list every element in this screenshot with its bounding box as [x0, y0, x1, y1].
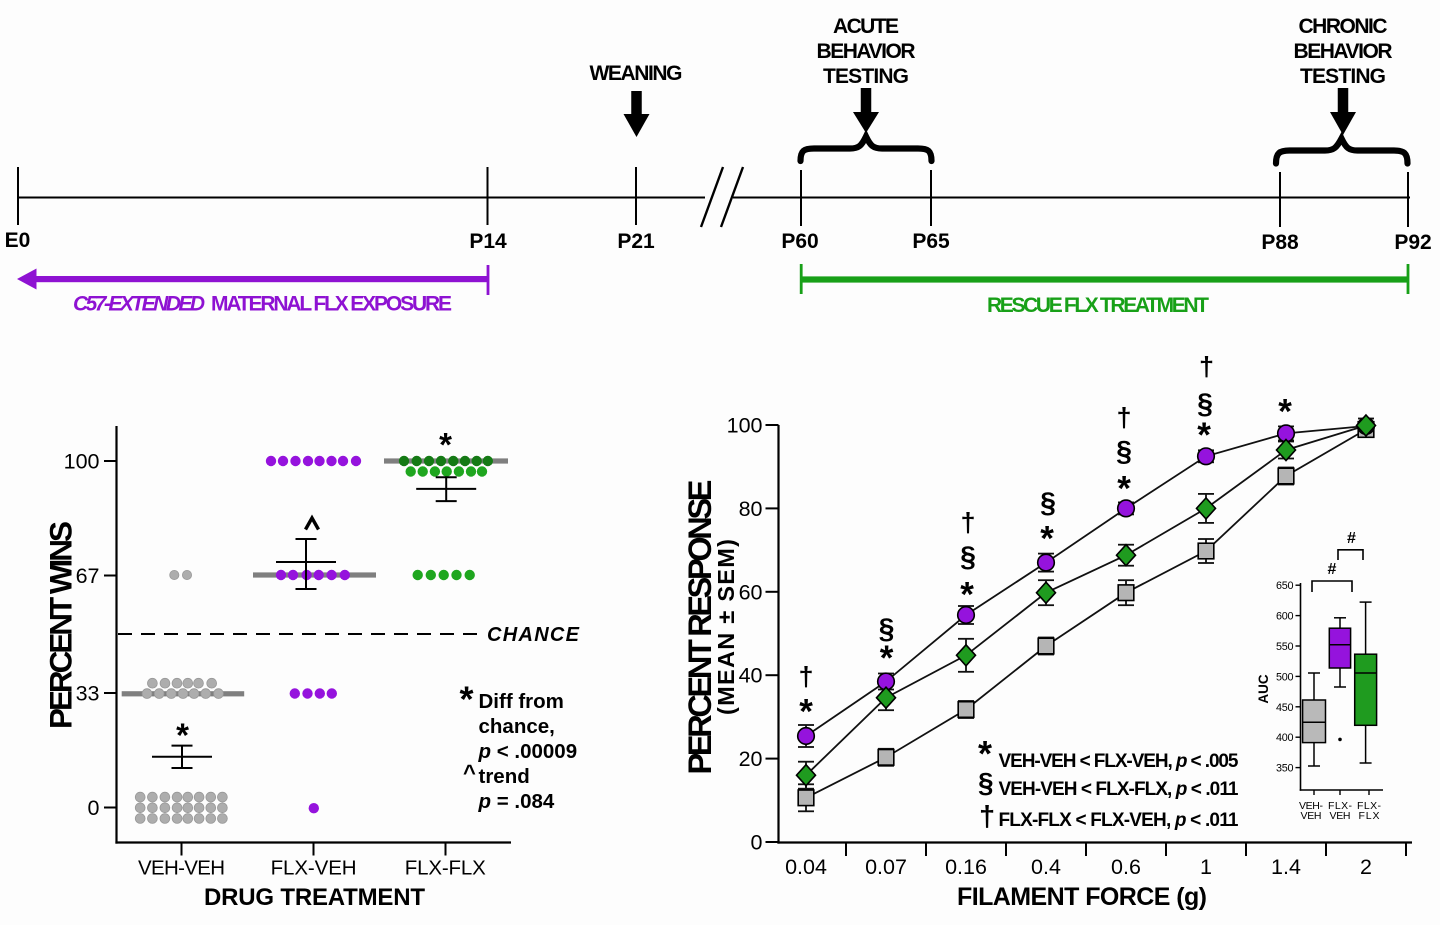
svg-text:550: 550 [1276, 641, 1294, 653]
svg-text:*: * [799, 693, 813, 732]
svg-text:§: § [1116, 436, 1132, 468]
svg-text:P60: P60 [781, 230, 818, 253]
svg-text:P65: P65 [912, 230, 950, 253]
svg-text:ACUTE: ACUTE [833, 15, 899, 38]
svg-text:0.6: 0.6 [1111, 855, 1141, 879]
svg-text:P21: P21 [617, 230, 655, 253]
svg-text:(MEAN ± SEM): (MEAN ± SEM) [713, 539, 739, 715]
svg-text:0.07: 0.07 [865, 855, 907, 879]
svg-text:Diff from: Diff from [479, 690, 564, 713]
svg-text:E0: E0 [5, 229, 31, 252]
svg-text:*: * [439, 426, 452, 463]
svg-text:FLX-: FLX- [1357, 800, 1382, 812]
svg-text:1: 1 [1200, 855, 1212, 879]
svg-text:*: * [1040, 519, 1054, 558]
svg-text:VEH-: VEH- [1299, 800, 1324, 812]
svg-text:FLX-VEH: FLX-VEH [271, 857, 357, 880]
svg-text:†: † [960, 507, 975, 537]
svg-text:*: * [978, 733, 992, 774]
svg-text:RESCUE FLX TREATMENT: RESCUE FLX TREATMENT [987, 294, 1209, 317]
svg-text:p = .084: p = .084 [478, 790, 555, 813]
svg-text:*: * [880, 639, 894, 678]
svg-text:67: 67 [76, 564, 100, 588]
svg-text:0.04: 0.04 [785, 855, 827, 879]
svg-text:CHRONIC: CHRONIC [1299, 15, 1388, 38]
svg-text:P88: P88 [1261, 231, 1299, 254]
svg-text:#: # [1328, 561, 1337, 578]
svg-text:PERCENT RESPONSE: PERCENT RESPONSE [682, 480, 718, 775]
svg-text:C57-EXTENDED: C57-EXTENDED [73, 293, 205, 316]
svg-text:400: 400 [1276, 732, 1294, 744]
svg-text:100: 100 [727, 414, 763, 438]
svg-text:40: 40 [739, 664, 763, 688]
svg-text:CHANCE: CHANCE [487, 624, 580, 646]
svg-text:0: 0 [751, 831, 763, 855]
svg-text:chance,: chance, [479, 715, 555, 738]
svg-text:450: 450 [1276, 702, 1294, 714]
svg-text:100: 100 [64, 450, 100, 474]
svg-text:p < .00009: p < .00009 [478, 740, 578, 763]
svg-text:1.4: 1.4 [1271, 855, 1301, 879]
svg-text:§: § [1040, 487, 1056, 519]
svg-text:§: § [978, 767, 994, 798]
svg-text:FLX-FLX: FLX-FLX [405, 857, 486, 880]
svg-text:*: * [1278, 393, 1292, 432]
svg-text:600: 600 [1276, 611, 1294, 623]
svg-text:TESTING: TESTING [823, 65, 909, 88]
svg-text:§: § [879, 613, 895, 645]
svg-text:0.16: 0.16 [945, 855, 987, 879]
svg-text:†: † [1199, 352, 1214, 382]
svg-text:VEH: VEH [1301, 810, 1322, 822]
svg-text:0.4: 0.4 [1031, 855, 1061, 879]
svg-text:^: ^ [463, 760, 476, 785]
svg-text:*: * [1117, 470, 1131, 509]
svg-text:P14: P14 [469, 230, 507, 253]
svg-text:BEHAVIOR: BEHAVIOR [1294, 40, 1393, 63]
svg-text:WEANING: WEANING [590, 62, 683, 85]
svg-text:FLX: FLX [1359, 810, 1380, 822]
svg-text:*: * [176, 717, 189, 754]
svg-text:AUC: AUC [1256, 674, 1271, 703]
svg-text:20: 20 [739, 747, 763, 771]
svg-text:*: * [460, 679, 474, 720]
svg-text:FLX-FLX < FLX-VEH, p < .011: FLX-FLX < FLX-VEH, p < .011 [999, 810, 1239, 831]
svg-text:MATERNAL FLX EXPOSURE: MATERNAL FLX EXPOSURE [211, 293, 452, 316]
svg-text:§: § [960, 542, 976, 574]
svg-text:350: 350 [1276, 763, 1294, 775]
svg-text:FILAMENT FORCE (g): FILAMENT FORCE (g) [957, 883, 1207, 911]
svg-text:§: § [1197, 388, 1213, 420]
svg-text:*: * [1197, 416, 1211, 455]
svg-text:FLX-: FLX- [1328, 800, 1353, 812]
svg-text:†: † [979, 801, 995, 833]
svg-text:500: 500 [1276, 671, 1294, 683]
svg-text:650: 650 [1276, 580, 1294, 592]
svg-text:60: 60 [739, 580, 763, 604]
svg-text:VEH-VEH: VEH-VEH [138, 857, 225, 880]
svg-text:VEH: VEH [1330, 810, 1351, 822]
svg-text:#: # [1347, 530, 1356, 547]
svg-text:P92: P92 [1394, 231, 1431, 254]
svg-text:33: 33 [76, 682, 100, 706]
svg-text:DRUG TREATMENT: DRUG TREATMENT [204, 884, 425, 911]
svg-text:†: † [1116, 403, 1131, 433]
svg-text:2: 2 [1360, 855, 1372, 879]
svg-text:BEHAVIOR: BEHAVIOR [817, 40, 916, 63]
svg-text:PERCENT WINS: PERCENT WINS [43, 521, 79, 729]
svg-text:†: † [798, 662, 813, 692]
svg-text:0: 0 [88, 796, 100, 820]
svg-text:80: 80 [739, 497, 763, 521]
svg-text:VEH-VEH < FLX-VEH, p < .005: VEH-VEH < FLX-VEH, p < .005 [999, 751, 1239, 772]
svg-text:TESTING: TESTING [1300, 65, 1386, 88]
svg-text:*: * [960, 575, 974, 614]
svg-text:VEH-VEH < FLX-FLX, p < .011: VEH-VEH < FLX-FLX, p < .011 [999, 779, 1239, 800]
svg-text:trend: trend [479, 765, 530, 788]
